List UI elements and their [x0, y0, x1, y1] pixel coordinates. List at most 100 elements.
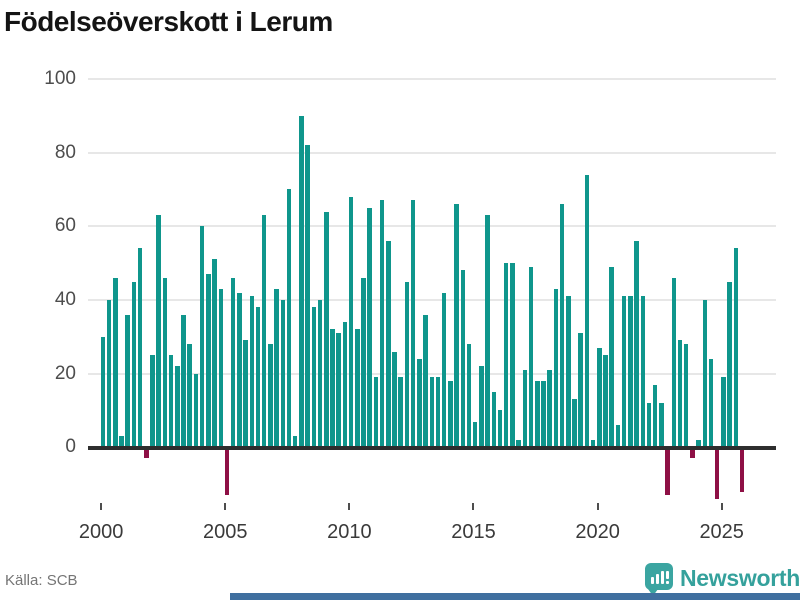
- bar-2019-q4: [590, 439, 596, 448]
- bar-2004-q4: [218, 288, 223, 448]
- bar-2003-q2: [181, 314, 186, 448]
- gridline: [88, 372, 776, 375]
- bar-2004-q2: [206, 274, 211, 448]
- bar-2023-q2: [677, 340, 683, 448]
- bar-2015-q4: [491, 392, 497, 448]
- x-tick-label-2000: 2000: [78, 521, 124, 543]
- bar-2006-q1: [249, 296, 255, 448]
- bar-2002-q2: [156, 215, 161, 448]
- bar-2019-q1: [572, 399, 577, 448]
- bar-2012-q4: [417, 358, 422, 448]
- bar-2017-q3: [535, 380, 540, 448]
- x-tick-label-2010: 2010: [327, 521, 372, 543]
- bar-2004-q1: [199, 226, 205, 448]
- bar-2008-q4: [317, 299, 323, 448]
- bar-2009-q3: [336, 333, 341, 448]
- bar-2021-q2: [628, 296, 633, 448]
- bar-2022-q2: [652, 384, 658, 448]
- bar-2016-q1: [497, 410, 503, 448]
- bar-2018-q3: [559, 204, 565, 448]
- y-tick-label-60: 60: [54, 215, 76, 237]
- y-tick-label-100: 100: [44, 67, 76, 89]
- bar-2005-q3: [237, 292, 242, 448]
- bar-2013-q4: [441, 292, 447, 448]
- bar-2002-q1: [150, 355, 155, 448]
- bar-2009-q4: [342, 322, 348, 448]
- x-tick-2010: [348, 503, 351, 510]
- bar-2020-q2: [603, 355, 608, 448]
- bar-2012-q2: [404, 281, 410, 448]
- bar-2016-q2: [503, 263, 509, 448]
- bar-2010-q1: [348, 196, 354, 448]
- bar-2018-q1: [547, 369, 552, 448]
- bar-2000-q2: [106, 299, 112, 448]
- bar-2011-q4: [392, 351, 397, 448]
- bar-2014-q2: [454, 204, 459, 448]
- bar-2014-q1: [448, 380, 453, 448]
- x-tick-2025: [720, 503, 723, 510]
- bar-2009-q1: [324, 211, 329, 448]
- icon-exclamation-dot: [666, 581, 669, 584]
- bar-2015-q1: [472, 421, 478, 448]
- page-title: Födelseöverskott i Lerum: [4, 6, 333, 37]
- bar-2005-q4: [243, 340, 248, 448]
- bar-2020-q1: [597, 347, 602, 448]
- bar-2005-q1: [224, 447, 230, 496]
- bar-2001-q1: [125, 314, 130, 448]
- bar-2009-q2: [330, 329, 335, 448]
- bar-2015-q2: [479, 366, 484, 448]
- icon-bar-2: [656, 574, 659, 584]
- bar-2001-q3: [137, 248, 143, 448]
- x-tick-2000: [100, 503, 103, 510]
- newsworthy-wordmark: Newsworthy: [680, 565, 800, 591]
- bar-2024-q4: [714, 447, 720, 499]
- bar-2007-q4: [292, 436, 298, 448]
- bar-2001-q2: [131, 281, 137, 448]
- bar-2013-q2: [429, 377, 435, 448]
- bar-2005-q2: [230, 277, 236, 448]
- x-tick-label-2005: 2005: [202, 521, 248, 543]
- bar-2018-q2: [553, 288, 559, 448]
- bar-2017-q2: [528, 266, 534, 448]
- bar-2016-q3: [510, 263, 515, 448]
- newsworthy-bar-chart-pin-icon: [645, 563, 673, 596]
- bar-2008-q1: [299, 115, 304, 448]
- bar-2016-q4: [516, 439, 521, 448]
- bottom-accent-bar: [230, 593, 800, 600]
- bar-2013-q1: [423, 314, 428, 448]
- gridline: [88, 151, 776, 154]
- y-tick-label-20: 20: [54, 362, 76, 384]
- bar-2000-q1: [100, 336, 106, 448]
- bar-2002-q3: [162, 277, 168, 448]
- bar-2019-q3: [584, 174, 590, 448]
- bar-2014-q3: [460, 270, 466, 448]
- bar-2023-q1: [671, 277, 677, 448]
- icon-exclamation-bar: [666, 571, 669, 579]
- icon-bar-3: [661, 571, 664, 584]
- bar-2023-q4: [690, 447, 695, 459]
- bar-2011-q1: [373, 377, 379, 448]
- bar-2013-q3: [435, 377, 441, 448]
- bar-2000-q3: [113, 277, 118, 448]
- bar-2008-q2: [305, 145, 310, 448]
- plot-area: [88, 72, 776, 514]
- bar-2006-q3: [261, 215, 267, 448]
- y-tick-label-40: 40: [54, 288, 76, 310]
- x-tick-label-2020: 2020: [575, 521, 620, 543]
- bar-2010-q4: [367, 207, 372, 448]
- bar-2019-q2: [578, 333, 583, 448]
- bar-2025-q3: [733, 248, 739, 448]
- bar-2006-q2: [255, 307, 261, 448]
- bar-2011-q2: [379, 200, 385, 448]
- bar-2017-q1: [522, 369, 528, 448]
- newsworthy-logo[interactable]: Newsworthy: [643, 562, 800, 596]
- bar-2022-q4: [665, 447, 670, 496]
- source-label: Källa: SCB: [5, 572, 78, 589]
- bar-2021-q3: [634, 240, 639, 448]
- x-axis-line: [88, 445, 776, 450]
- bar-2020-q3: [609, 266, 614, 448]
- bar-2023-q3: [683, 344, 689, 448]
- x-tick-2015: [472, 503, 475, 510]
- bar-2020-q4: [615, 425, 621, 448]
- bar-2008-q3: [311, 307, 317, 448]
